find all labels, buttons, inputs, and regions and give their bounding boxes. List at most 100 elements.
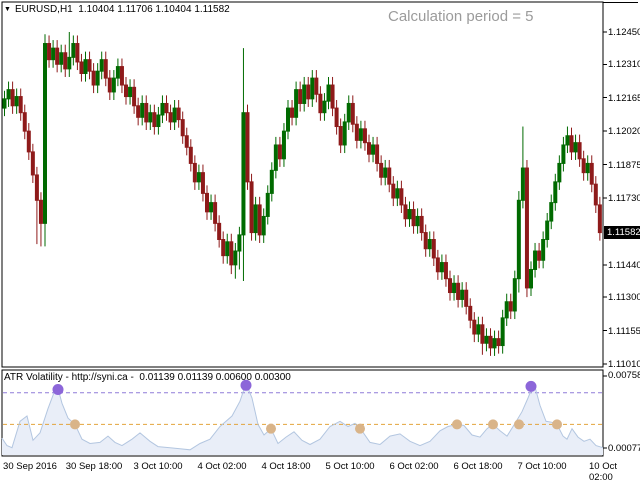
candle-body [99, 59, 104, 72]
candle-body [411, 209, 416, 227]
candle-body [160, 102, 165, 116]
candle-body [322, 100, 327, 114]
candle-body [277, 144, 282, 160]
atr-low-marker [514, 419, 524, 430]
time-axis-label: 30 Sep 18:00 [65, 461, 123, 472]
candle-body [124, 84, 128, 98]
candle-body [383, 167, 388, 178]
candle-body [63, 52, 68, 70]
price-axis-label: 1.11155 [608, 325, 640, 337]
candle-body [573, 142, 578, 153]
candle-body [269, 169, 274, 194]
candle-body [229, 241, 234, 266]
candle-body [184, 135, 189, 148]
candle-body [119, 66, 124, 86]
candle-body [338, 126, 343, 146]
candle-body [148, 112, 153, 123]
candle-body [140, 102, 145, 118]
candle-body [399, 188, 404, 206]
candle-body [209, 202, 214, 213]
candle-body [253, 204, 258, 234]
candle-body [43, 43, 47, 224]
atr-low-marker [355, 423, 365, 434]
candle-body [233, 250, 238, 266]
candle-body [468, 305, 473, 321]
candle-body [488, 335, 493, 349]
candle-body [577, 142, 582, 160]
candle-body [22, 112, 27, 132]
candle-body [281, 130, 286, 160]
candle-body [334, 107, 339, 128]
candle-body [132, 86, 137, 107]
candle-body [196, 172, 201, 183]
candle-body [387, 167, 392, 185]
candle-body [128, 86, 133, 98]
candle-body [221, 239, 226, 257]
candle-body [504, 301, 509, 319]
candle-body [500, 317, 505, 347]
price-axis-label: 1.11730 [608, 193, 640, 204]
candle-body [362, 128, 367, 144]
current-price-tag: 1.11582 [604, 225, 640, 239]
candle-body [30, 151, 35, 176]
candle-body [533, 250, 538, 270]
candle-body [346, 102, 351, 123]
candle-body [557, 162, 562, 183]
candle-body [310, 77, 315, 100]
candle-body [395, 188, 400, 199]
atr-low-marker [452, 419, 462, 430]
candle-body [111, 77, 116, 93]
atr-high-marker [525, 380, 537, 392]
candle-body [456, 282, 461, 300]
candle-body [115, 66, 120, 79]
candle-body [549, 202, 554, 222]
candle-body [298, 89, 303, 104]
symbol-label: EURUSD,H1 [14, 4, 73, 15]
candle-body [164, 102, 169, 114]
candle-body [205, 192, 209, 213]
candle-body [597, 204, 602, 234]
price-axis-label: 1.11010 [608, 359, 640, 370]
candle-body [460, 289, 465, 300]
candle-body [358, 128, 363, 141]
candle-body [103, 59, 108, 79]
candle-body [367, 142, 371, 155]
time-axis-label: 3 Oct 10:00 [133, 461, 183, 472]
candle-body [537, 250, 542, 261]
candle-body [83, 59, 88, 75]
candle-body [87, 59, 92, 72]
price-axis-label: 1.11875 [608, 159, 640, 171]
candle-body [529, 268, 533, 289]
time-axis-label: 5 Oct 10:00 [325, 461, 375, 472]
candle-body [452, 282, 457, 294]
candle-body [496, 338, 501, 347]
candle-body [541, 239, 546, 261]
atr-high-marker [52, 384, 64, 396]
candle-body [51, 47, 56, 61]
candle-body [314, 77, 319, 95]
candle-body [524, 167, 529, 289]
candle-body [435, 257, 440, 273]
candle-body [180, 119, 185, 137]
candle-body [508, 301, 513, 312]
main-pane-border [1, 1, 604, 368]
candle-body [516, 199, 521, 280]
candle-body [55, 47, 60, 65]
candle-body [443, 262, 448, 280]
candle-body [354, 123, 359, 141]
symbol-dropdown-icon[interactable]: ▼ [4, 6, 11, 13]
candle-body [265, 192, 270, 217]
candle-body [192, 162, 197, 183]
candle-body [306, 84, 311, 100]
candle-body [302, 84, 307, 104]
candle-body [75, 43, 80, 63]
candle-body [318, 93, 323, 114]
price-axis-label: 1.12450 [608, 27, 640, 38]
candle-body [569, 135, 574, 153]
candle-body [152, 112, 157, 128]
chart-title-line: ▼ EURUSD,H1 1.10404 1.11706 1.10404 1.115… [4, 4, 230, 15]
candle-body [593, 183, 598, 206]
candle-body [350, 102, 355, 125]
candle-body [464, 289, 469, 307]
